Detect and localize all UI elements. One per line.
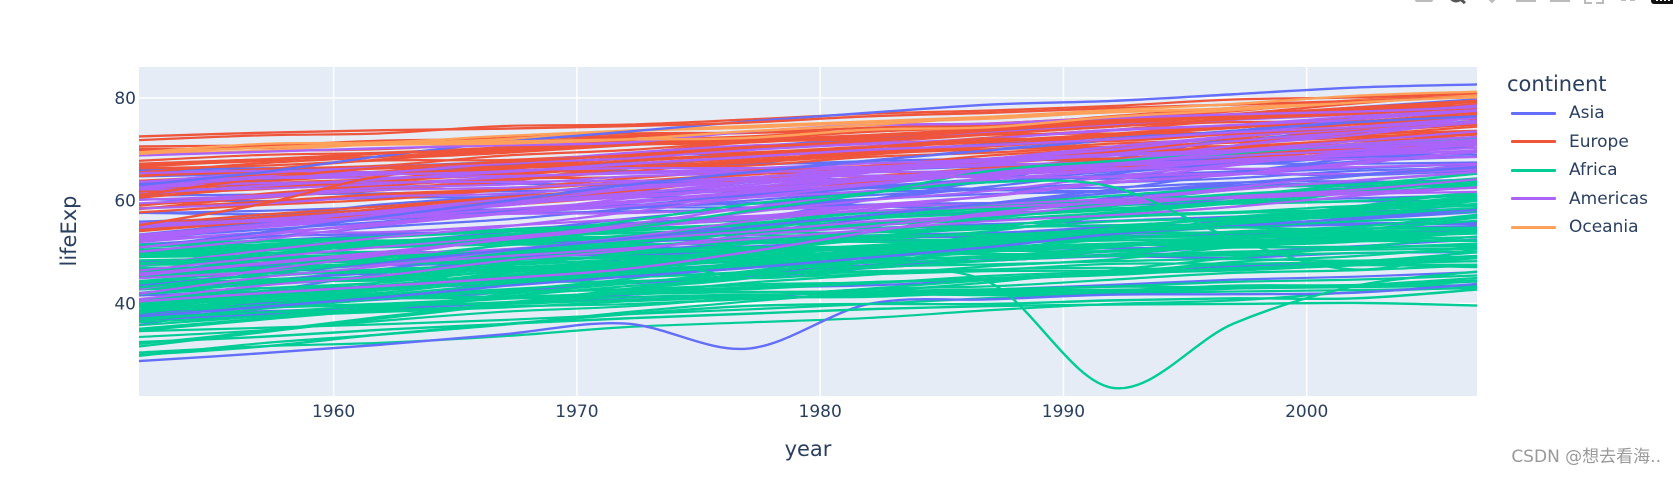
series-line-oceania[interactable] xyxy=(139,95,1477,154)
x-tick-label: 1980 xyxy=(799,402,842,422)
camera-icon[interactable] xyxy=(1413,0,1435,6)
legend: continent Asia Europe Africa Americas Oceani… xyxy=(1507,72,1648,242)
legend-swatch xyxy=(1511,225,1556,229)
y-tick-label: 60 xyxy=(114,192,136,212)
series-line-europe[interactable] xyxy=(139,120,1477,227)
legend-item-americas[interactable]: Americas xyxy=(1507,185,1648,214)
y-tick-label: 40 xyxy=(114,294,136,314)
series-line-americas[interactable] xyxy=(139,135,1477,249)
legend-item-africa[interactable]: Africa xyxy=(1507,156,1648,185)
plotly-logo-icon[interactable] xyxy=(1651,0,1673,6)
x-axis-ticks: 1960 1970 1980 1990 2000 xyxy=(312,402,1328,422)
x-tick-label: 1990 xyxy=(1042,402,1085,422)
x-tick-label: 1960 xyxy=(312,402,355,422)
series-lines[interactable] xyxy=(139,83,1477,390)
legend-swatch xyxy=(1511,111,1556,115)
legend-label: Europe xyxy=(1569,131,1629,152)
legend-label: Africa xyxy=(1569,160,1618,181)
x-tick-label: 2000 xyxy=(1285,402,1328,422)
y-tick-label: 80 xyxy=(114,89,136,109)
legend-label: Asia xyxy=(1569,103,1605,124)
series-line-asia[interactable] xyxy=(139,115,1477,249)
watermark: CSDN @想去看海.. xyxy=(1511,447,1661,467)
series-line-asia[interactable] xyxy=(139,208,1477,318)
zoom-out-icon[interactable] xyxy=(1549,0,1571,6)
zoom-icon[interactable] xyxy=(1447,0,1469,6)
series-line-asia[interactable] xyxy=(139,83,1477,187)
series-line-americas[interactable] xyxy=(139,170,1477,303)
series-line-africa[interactable] xyxy=(139,179,1477,271)
series-americas[interactable] xyxy=(139,104,1477,301)
reset-axes-icon[interactable] xyxy=(1617,0,1639,6)
series-line-africa[interactable] xyxy=(139,288,1477,357)
legend-label: Americas xyxy=(1569,188,1648,209)
series-line-asia[interactable] xyxy=(139,282,1477,363)
y-axis-title: lifeExp xyxy=(57,195,81,266)
pan-icon[interactable] xyxy=(1481,0,1503,6)
modebar xyxy=(1413,0,1673,8)
legend-item-asia[interactable]: Asia xyxy=(1507,99,1648,128)
series-line-oceania[interactable] xyxy=(139,90,1477,156)
legend-item-europe[interactable]: Europe xyxy=(1507,128,1648,157)
x-axis-title: year xyxy=(785,437,832,461)
legend-swatch xyxy=(1511,197,1556,201)
legend-title: continent xyxy=(1507,72,1607,96)
series-line-americas[interactable] xyxy=(139,120,1477,190)
series-line-asia[interactable] xyxy=(139,166,1477,288)
series-line-europe[interactable] xyxy=(139,106,1477,197)
legend-swatch xyxy=(1511,168,1556,172)
y-axis-ticks: 40 60 80 xyxy=(114,89,136,315)
x-tick-label: 1970 xyxy=(555,402,598,422)
legend-item-oceania[interactable]: Oceania xyxy=(1507,213,1648,242)
autoscale-icon[interactable] xyxy=(1583,0,1605,6)
series-line-africa[interactable] xyxy=(139,301,1477,344)
series-line-africa[interactable] xyxy=(139,216,1477,314)
legend-label: Oceania xyxy=(1569,217,1639,238)
legend-swatch xyxy=(1511,140,1556,144)
zoom-in-icon[interactable] xyxy=(1515,0,1537,6)
